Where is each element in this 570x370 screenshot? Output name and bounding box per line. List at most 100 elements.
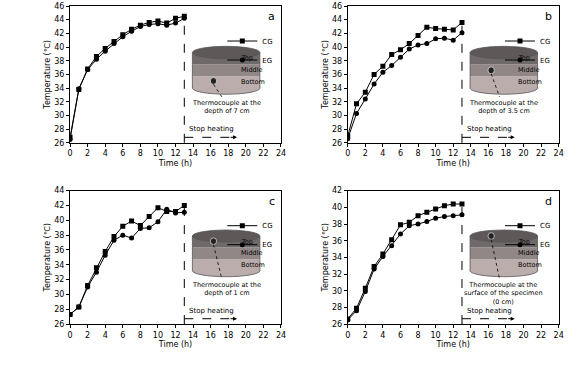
svg-text:18: 18	[501, 331, 511, 340]
svg-text:8: 8	[138, 149, 143, 158]
svg-text:c: c	[269, 195, 275, 208]
svg-text:Stop heating: Stop heating	[467, 307, 512, 315]
svg-text:Top: Top	[518, 54, 530, 62]
svg-text:16: 16	[206, 331, 216, 340]
svg-text:18: 18	[501, 149, 511, 158]
svg-text:6: 6	[398, 331, 403, 340]
svg-text:36: 36	[332, 237, 342, 246]
svg-text:20: 20	[241, 149, 251, 158]
svg-text:Top: Top	[518, 238, 530, 246]
svg-text:0: 0	[68, 149, 73, 158]
svg-text:Middle: Middle	[241, 66, 262, 74]
svg-text:24: 24	[554, 331, 564, 340]
svg-text:4: 4	[103, 149, 108, 158]
svg-text:34: 34	[332, 253, 342, 262]
svg-text:38: 38	[332, 57, 342, 66]
svg-text:34: 34	[54, 84, 64, 93]
svg-text:Middle: Middle	[241, 249, 262, 257]
svg-text:46: 46	[332, 2, 342, 11]
svg-text:16: 16	[483, 331, 493, 340]
svg-text:Bottom: Bottom	[241, 78, 265, 86]
svg-text:10: 10	[153, 149, 163, 158]
svg-text:Time (h): Time (h)	[435, 340, 469, 349]
svg-text:CG: CG	[262, 38, 272, 46]
svg-text:34: 34	[54, 261, 64, 270]
svg-text:26: 26	[54, 320, 64, 329]
svg-text:32: 32	[332, 98, 342, 107]
svg-text:4: 4	[380, 331, 385, 340]
svg-text:10: 10	[431, 149, 441, 158]
svg-text:10: 10	[431, 331, 441, 340]
svg-text:8: 8	[415, 331, 420, 340]
svg-text:Thermocouple at thedepth of 1: Thermocouple at thedepth of 1 cm	[192, 281, 261, 297]
svg-text:Time (h): Time (h)	[158, 159, 192, 168]
svg-text:EG: EG	[540, 241, 550, 249]
svg-text:30: 30	[332, 111, 342, 120]
svg-text:14: 14	[466, 149, 476, 158]
svg-text:24: 24	[276, 331, 286, 340]
svg-text:30: 30	[54, 111, 64, 120]
svg-text:Stop heating: Stop heating	[467, 125, 512, 133]
svg-text:22: 22	[258, 331, 268, 340]
svg-text:14: 14	[188, 149, 198, 158]
svg-text:20: 20	[518, 149, 528, 158]
svg-text:30: 30	[54, 290, 64, 299]
svg-text:b: b	[545, 10, 552, 23]
svg-text:40: 40	[332, 43, 342, 52]
svg-text:Temperature (℃): Temperature (℃)	[43, 40, 52, 109]
svg-text:12: 12	[170, 149, 180, 158]
svg-text:22: 22	[258, 149, 268, 158]
svg-text:20: 20	[241, 331, 251, 340]
svg-text:6: 6	[120, 149, 125, 158]
svg-text:2: 2	[85, 149, 90, 158]
svg-text:8: 8	[415, 149, 420, 158]
svg-text:46: 46	[54, 2, 64, 11]
svg-text:40: 40	[54, 216, 64, 225]
svg-text:36: 36	[332, 70, 342, 79]
svg-text:32: 32	[54, 275, 64, 284]
svg-text:6: 6	[398, 149, 403, 158]
svg-text:12: 12	[170, 331, 180, 340]
svg-text:40: 40	[332, 203, 342, 212]
svg-text:6: 6	[120, 331, 125, 340]
svg-text:Bottom: Bottom	[518, 261, 542, 269]
svg-text:12: 12	[448, 149, 458, 158]
svg-text:Middle: Middle	[518, 66, 539, 74]
svg-text:44: 44	[54, 15, 64, 24]
svg-text:22: 22	[536, 149, 546, 158]
svg-text:32: 32	[332, 270, 342, 279]
svg-text:0: 0	[345, 149, 350, 158]
svg-text:EG: EG	[540, 57, 550, 65]
svg-text:8: 8	[138, 331, 143, 340]
svg-text:0: 0	[345, 331, 350, 340]
svg-text:Top: Top	[241, 54, 253, 62]
svg-text:18: 18	[223, 331, 233, 340]
svg-text:Bottom: Bottom	[241, 261, 265, 269]
svg-text:24: 24	[276, 149, 286, 158]
svg-text:32: 32	[54, 98, 64, 107]
svg-text:Stop heating: Stop heating	[189, 307, 234, 315]
svg-text:20: 20	[518, 331, 528, 340]
svg-text:Time (h): Time (h)	[158, 340, 192, 349]
svg-text:Thermocouple at thesurface of: Thermocouple at thesurface of the specim…	[464, 281, 543, 306]
svg-text:Temperature (℃): Temperature (℃)	[43, 223, 52, 292]
svg-text:42: 42	[54, 201, 64, 210]
svg-text:Bottom: Bottom	[518, 78, 542, 86]
svg-text:CG: CG	[262, 222, 272, 230]
svg-text:14: 14	[466, 331, 476, 340]
svg-text:36: 36	[54, 246, 64, 255]
svg-text:24: 24	[554, 149, 564, 158]
svg-text:2: 2	[85, 331, 90, 340]
svg-text:26: 26	[332, 320, 342, 329]
svg-text:2: 2	[363, 149, 368, 158]
svg-text:2: 2	[363, 331, 368, 340]
svg-text:42: 42	[54, 29, 64, 38]
svg-text:Temperature (℃): Temperature (℃)	[321, 40, 330, 109]
svg-text:CG: CG	[540, 222, 550, 230]
svg-text:4: 4	[103, 331, 108, 340]
svg-text:EG: EG	[262, 57, 272, 65]
svg-text:44: 44	[332, 15, 342, 24]
svg-text:14: 14	[188, 331, 198, 340]
svg-text:10: 10	[153, 331, 163, 340]
svg-text:4: 4	[380, 149, 385, 158]
